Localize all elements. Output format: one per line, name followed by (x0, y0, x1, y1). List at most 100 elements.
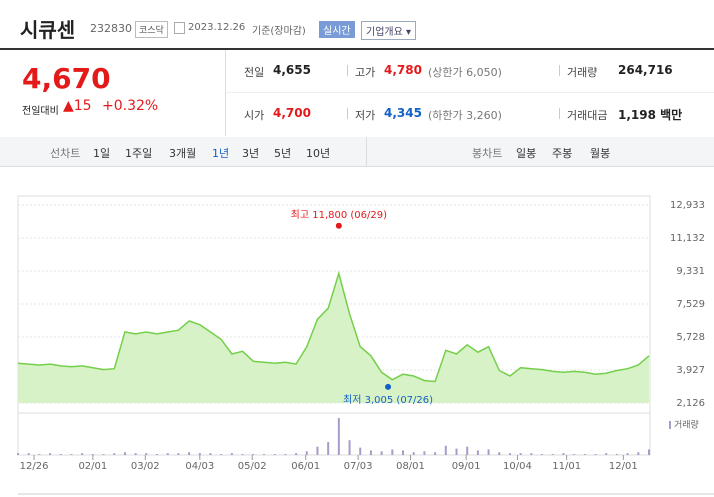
y-tick-label: 3,927 (676, 365, 705, 376)
volume-bar (605, 453, 608, 455)
volume-bar (81, 453, 84, 455)
plot-frame (17, 195, 651, 456)
volume-bar (284, 454, 287, 455)
market-badge: 코스닥 (135, 21, 168, 38)
annotation-dot (335, 222, 342, 229)
volume-bar (91, 454, 94, 455)
period-button[interactable]: 1일 (93, 147, 111, 160)
volume-bar (102, 454, 105, 455)
volume-bar (177, 453, 180, 455)
candle-button[interactable]: 주봉 (552, 147, 573, 160)
change-label: 전일대비 (22, 106, 59, 117)
annotation-label: 최저 3,005 (07/26) (343, 394, 433, 406)
x-tick-label: 03/02 (131, 461, 160, 472)
legend-swatch (669, 421, 671, 429)
candle-button[interactable]: 일봉 (516, 147, 537, 160)
volume-bar (156, 454, 159, 455)
y-tick-label: 11,132 (670, 233, 705, 244)
volume-bar (498, 452, 501, 455)
volume-bar (615, 454, 618, 455)
volume-bar (369, 450, 372, 455)
stock-code: 232830 (90, 22, 132, 35)
summary-value: 1,198 백만 (618, 108, 683, 122)
period-button[interactable]: 3년 (242, 147, 260, 160)
divider (366, 137, 367, 166)
candle-button[interactable]: 월봉 (590, 147, 611, 160)
volume-bar (466, 446, 469, 455)
volume-bar (519, 453, 522, 455)
summary-value: 264,716 (618, 63, 673, 77)
volume-bar (412, 452, 415, 455)
change: ▲15 (63, 98, 92, 114)
volume-bar (573, 454, 576, 455)
realtime-button[interactable]: 실시간 (319, 21, 355, 38)
volume-bar (380, 451, 383, 455)
y-tick-label: 7,529 (676, 299, 705, 310)
x-tick-label: 02/01 (78, 461, 107, 472)
volume-bar (444, 445, 447, 455)
area (18, 273, 649, 403)
volume-bar (637, 452, 640, 455)
volume-bar (70, 454, 73, 455)
legend-label: 거래량 (674, 419, 699, 431)
volume-bar (134, 453, 137, 455)
volume-bar (648, 449, 650, 455)
date: 2023.12.26 (188, 22, 246, 33)
volume-bar (59, 454, 62, 455)
volume-bar (476, 450, 479, 455)
divider (347, 108, 348, 119)
calendar-icon (174, 22, 185, 34)
period-button[interactable]: 5년 (274, 147, 292, 160)
volume-bar (209, 453, 212, 455)
volume-bar (402, 450, 405, 455)
volume-bar (145, 453, 148, 455)
volume-bar (434, 452, 437, 455)
volume-bar (188, 452, 191, 455)
x-tick-label: 08/01 (396, 461, 425, 472)
company-info-button[interactable]: 기업개요 ▾ (361, 21, 416, 40)
x-tick-label: 07/03 (344, 461, 373, 472)
line-chart-label: 선차트 (50, 147, 81, 160)
volume-bar (626, 453, 629, 455)
x-tick-label: 04/03 (185, 461, 214, 472)
period-button[interactable]: 10년 (306, 147, 331, 160)
volume-bar (198, 453, 201, 455)
x-tick-label: 10/04 (503, 461, 532, 472)
volume-bar (348, 440, 351, 455)
divider (559, 65, 560, 76)
volume-bar (262, 454, 265, 455)
status: 기준(장마감) (252, 26, 306, 37)
annotation-dot (385, 383, 392, 390)
x-tick-label: 12/01 (609, 461, 638, 472)
volume-bar (17, 453, 19, 455)
volume-bar (508, 453, 511, 455)
summary-label: 거래량 (567, 66, 598, 79)
volume-bar (305, 451, 308, 455)
volume-bar (252, 454, 255, 455)
summary-label: 전일 (244, 66, 265, 79)
volume-bar (359, 447, 362, 455)
summary-label: 저가 (355, 109, 376, 122)
volume-bar (123, 452, 126, 455)
summary-label: 거래대금 (567, 109, 608, 122)
candle-chart-label: 봉차트 (472, 147, 503, 160)
toolbar (0, 137, 714, 167)
volume-bar (487, 449, 490, 455)
period-button[interactable]: 1주일 (125, 147, 153, 160)
volume-bar (583, 454, 586, 455)
summary-value: 4,700 (273, 106, 311, 120)
volume-bar (230, 453, 233, 455)
volume-bar (49, 453, 52, 455)
volume-bar (241, 454, 244, 455)
volume-bar (220, 454, 223, 455)
y-tick-label: 2,126 (676, 398, 705, 409)
price: 4,670 (22, 62, 111, 95)
y-tick-label: 12,933 (670, 200, 705, 211)
volume-bar (273, 454, 276, 455)
period-button[interactable]: 3개월 (169, 147, 197, 160)
period-button[interactable]: 1년 (212, 147, 230, 160)
change-pct: +0.32% (102, 98, 159, 114)
volume-bar (391, 449, 394, 455)
summary-label: 고가 (355, 66, 376, 79)
